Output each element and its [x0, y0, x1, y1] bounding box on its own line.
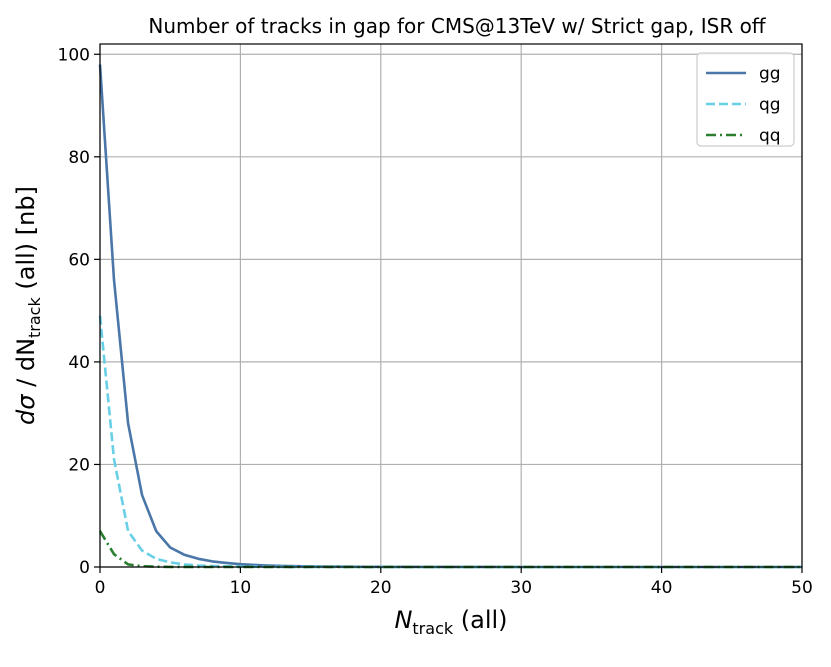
y-axis-label-sigma: σ [12, 394, 40, 410]
y-tick-label: 80 [68, 148, 90, 168]
y-axis-label-mid: / dN [12, 338, 40, 395]
x-tick-label: 20 [370, 578, 392, 598]
y-axis-label-sub: track [25, 297, 44, 338]
series-line-qq [98, 530, 802, 569]
y-tick-label: 40 [68, 353, 90, 373]
x-axis-label-sub: track [412, 619, 453, 638]
x-tick-label: 0 [95, 578, 106, 598]
y-tick-label: 0 [79, 558, 90, 578]
series-line-qg [98, 315, 802, 569]
x-tick-label: 10 [230, 578, 252, 598]
y-tick-label: 100 [58, 45, 90, 65]
x-tick-label: 30 [510, 578, 532, 598]
y-tick-label: 60 [68, 250, 90, 270]
x-tick-label: 40 [651, 578, 673, 598]
x-tick-label: 50 [791, 578, 813, 598]
x-axis-label-main: N [394, 606, 412, 634]
legend: gg qg qq [696, 52, 795, 147]
legend-label-gg: gg [759, 64, 781, 84]
y-axis-label-rest: (all) [nb] [12, 186, 40, 297]
y-axis-label: dσ / dNtrack (all) [nb] [12, 186, 44, 425]
y-tick-label: 20 [68, 455, 90, 475]
legend-box [696, 52, 795, 147]
chart-title: Number of tracks in gap for CMS@13TeV w/… [148, 14, 766, 38]
y-axis-label-pre: d [12, 409, 40, 425]
x-axis: 0 10 20 30 40 50 [95, 567, 813, 598]
y-axis: 0 20 40 60 80 100 [58, 45, 100, 578]
plot-frame [99, 43, 803, 568]
x-axis-label-rest: (all) [453, 606, 507, 634]
x-axis-label: Ntrack (all) [394, 606, 507, 638]
legend-label-qg: qg [759, 95, 781, 115]
legend-label-qq: qq [759, 126, 781, 146]
